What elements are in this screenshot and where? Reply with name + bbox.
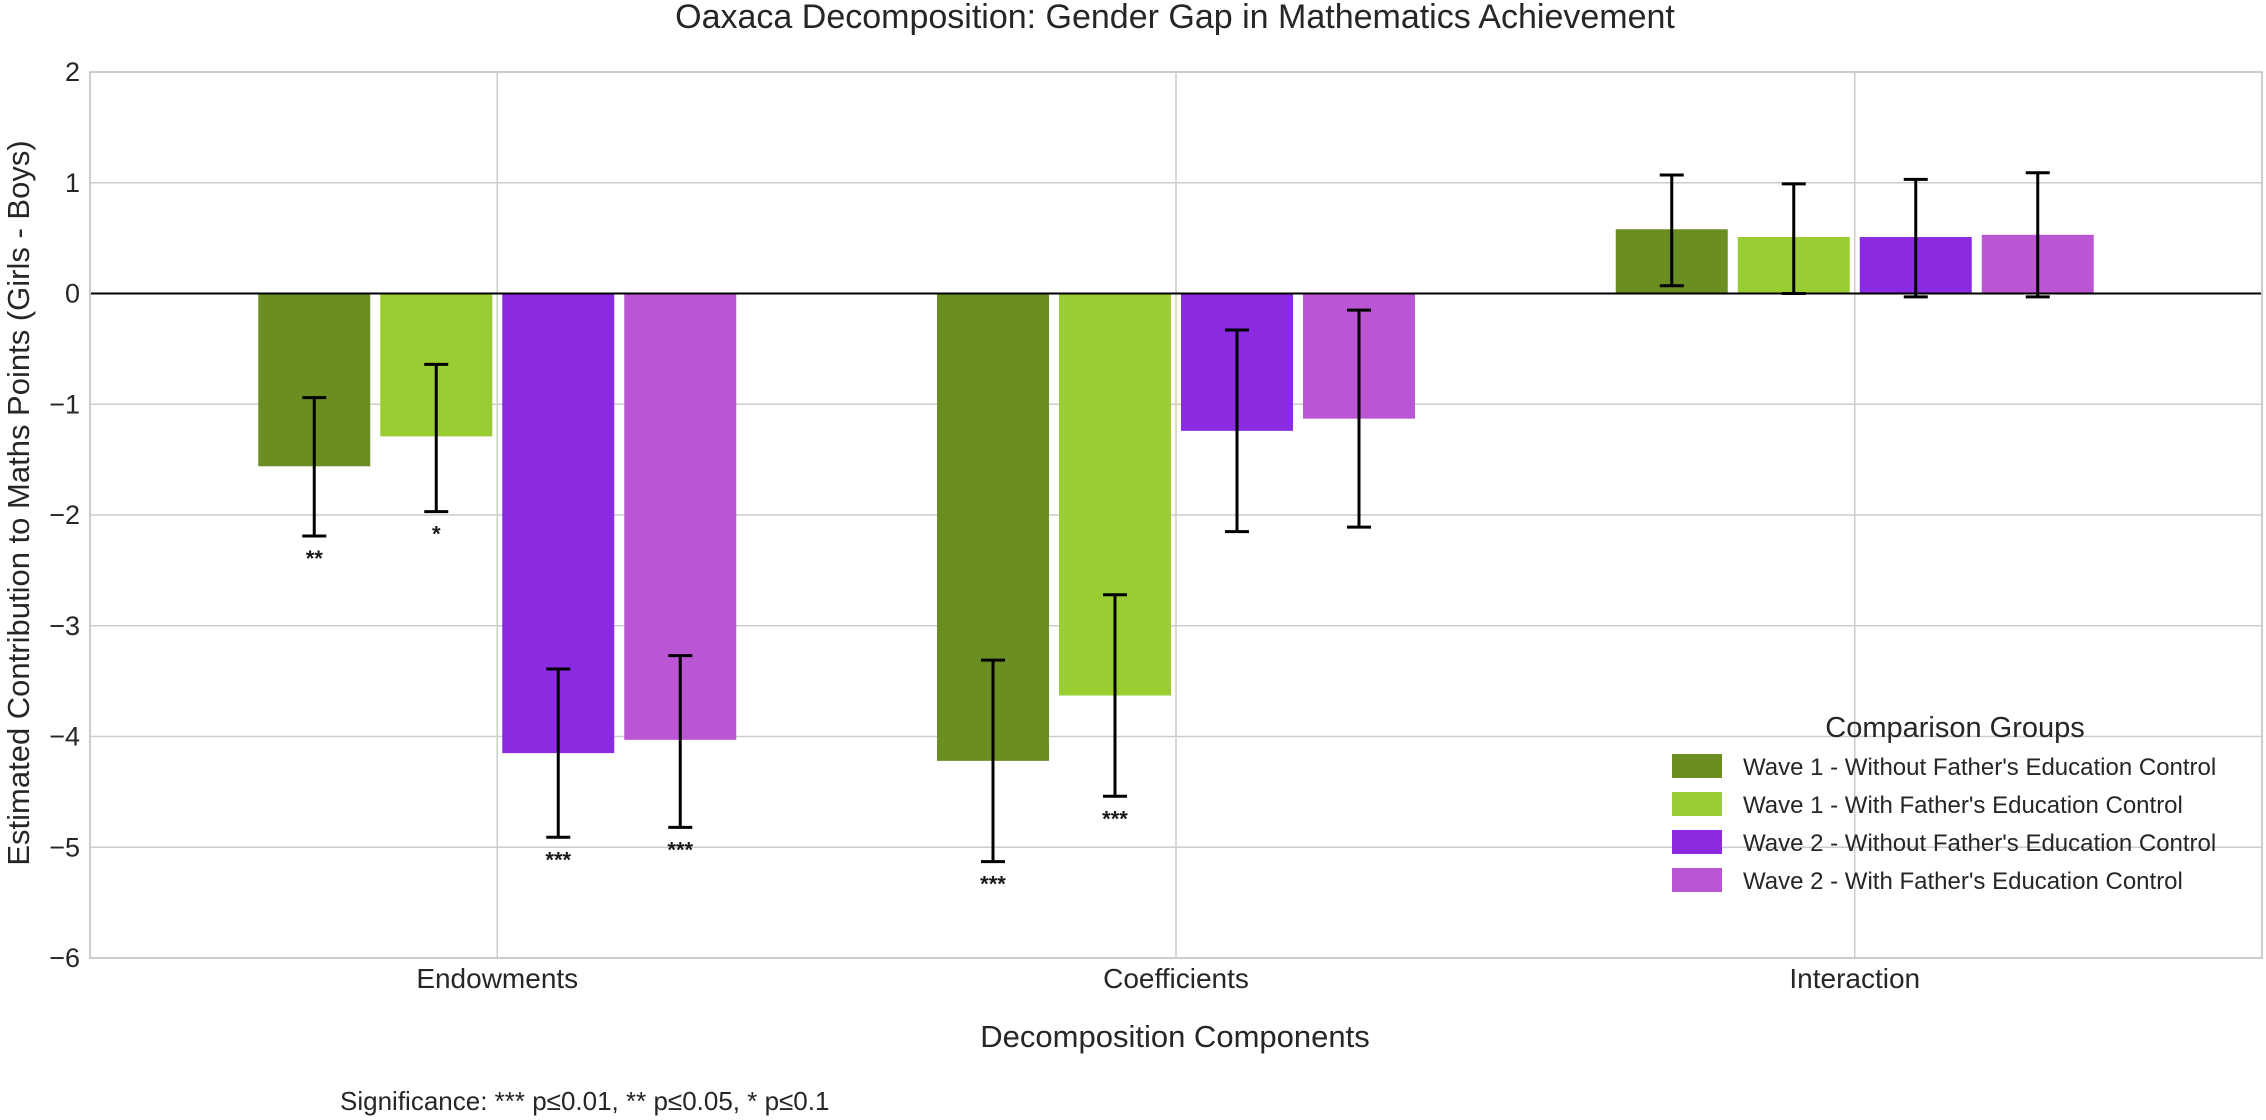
y-tick-label: 2: [65, 57, 80, 87]
grid: [90, 72, 2262, 958]
legend-label: Wave 2 - Without Father's Education Cont…: [1743, 830, 2216, 857]
x-tick-label: Interaction: [1789, 963, 1920, 994]
legend-swatch: [1672, 868, 1722, 892]
legend-swatch: [1672, 830, 1722, 854]
legend-title: Comparison Groups: [1825, 712, 2085, 744]
y-tick-label: 1: [65, 168, 80, 198]
y-tick-label: −1: [49, 389, 80, 419]
significance-label: ***: [545, 847, 571, 872]
y-axis-label: Estimated Contribution to Maths Points (…: [1, 140, 36, 865]
y-tick-label: −6: [49, 943, 80, 973]
legend-label: Wave 1 - With Father's Education Control: [1743, 792, 2183, 819]
chart-title: Oaxaca Decomposition: Gender Gap in Math…: [675, 0, 1675, 36]
legend-swatch: [1672, 754, 1722, 778]
y-tick-label: −5: [49, 832, 80, 862]
y-tick-label: −2: [49, 500, 80, 530]
legend-items: Wave 1 - Without Father's Education Cont…: [1672, 754, 2216, 895]
legend-label: Wave 2 - With Father's Education Control: [1743, 868, 2183, 895]
y-tick-label: −4: [49, 722, 80, 752]
significance-label: **: [306, 546, 324, 571]
x-tick-labels: Endowments Coefficients Interaction: [416, 963, 1920, 994]
significance-footnote: Significance: *** p≤0.01, ** p≤0.05, * p…: [340, 1086, 829, 1116]
legend-label: Wave 1 - Without Father's Education Cont…: [1743, 754, 2216, 781]
y-tick-label: −3: [49, 611, 80, 641]
significance-label: ***: [667, 837, 693, 862]
legend: Comparison Groups Wave 1 - Without Fathe…: [1672, 712, 2216, 895]
x-tick-label: Endowments: [416, 963, 578, 994]
significance-label: ***: [1102, 806, 1128, 831]
significance-label: *: [432, 522, 441, 547]
y-tick-labels: 2 1 0 −1 −2 −3 −4 −5 −6: [49, 57, 80, 973]
x-tick-label: Coefficients: [1103, 963, 1249, 994]
y-tick-label: 0: [65, 279, 80, 309]
significance-label: ***: [980, 872, 1006, 897]
x-axis-label: Decomposition Components: [980, 1019, 1369, 1054]
legend-swatch: [1672, 792, 1722, 816]
